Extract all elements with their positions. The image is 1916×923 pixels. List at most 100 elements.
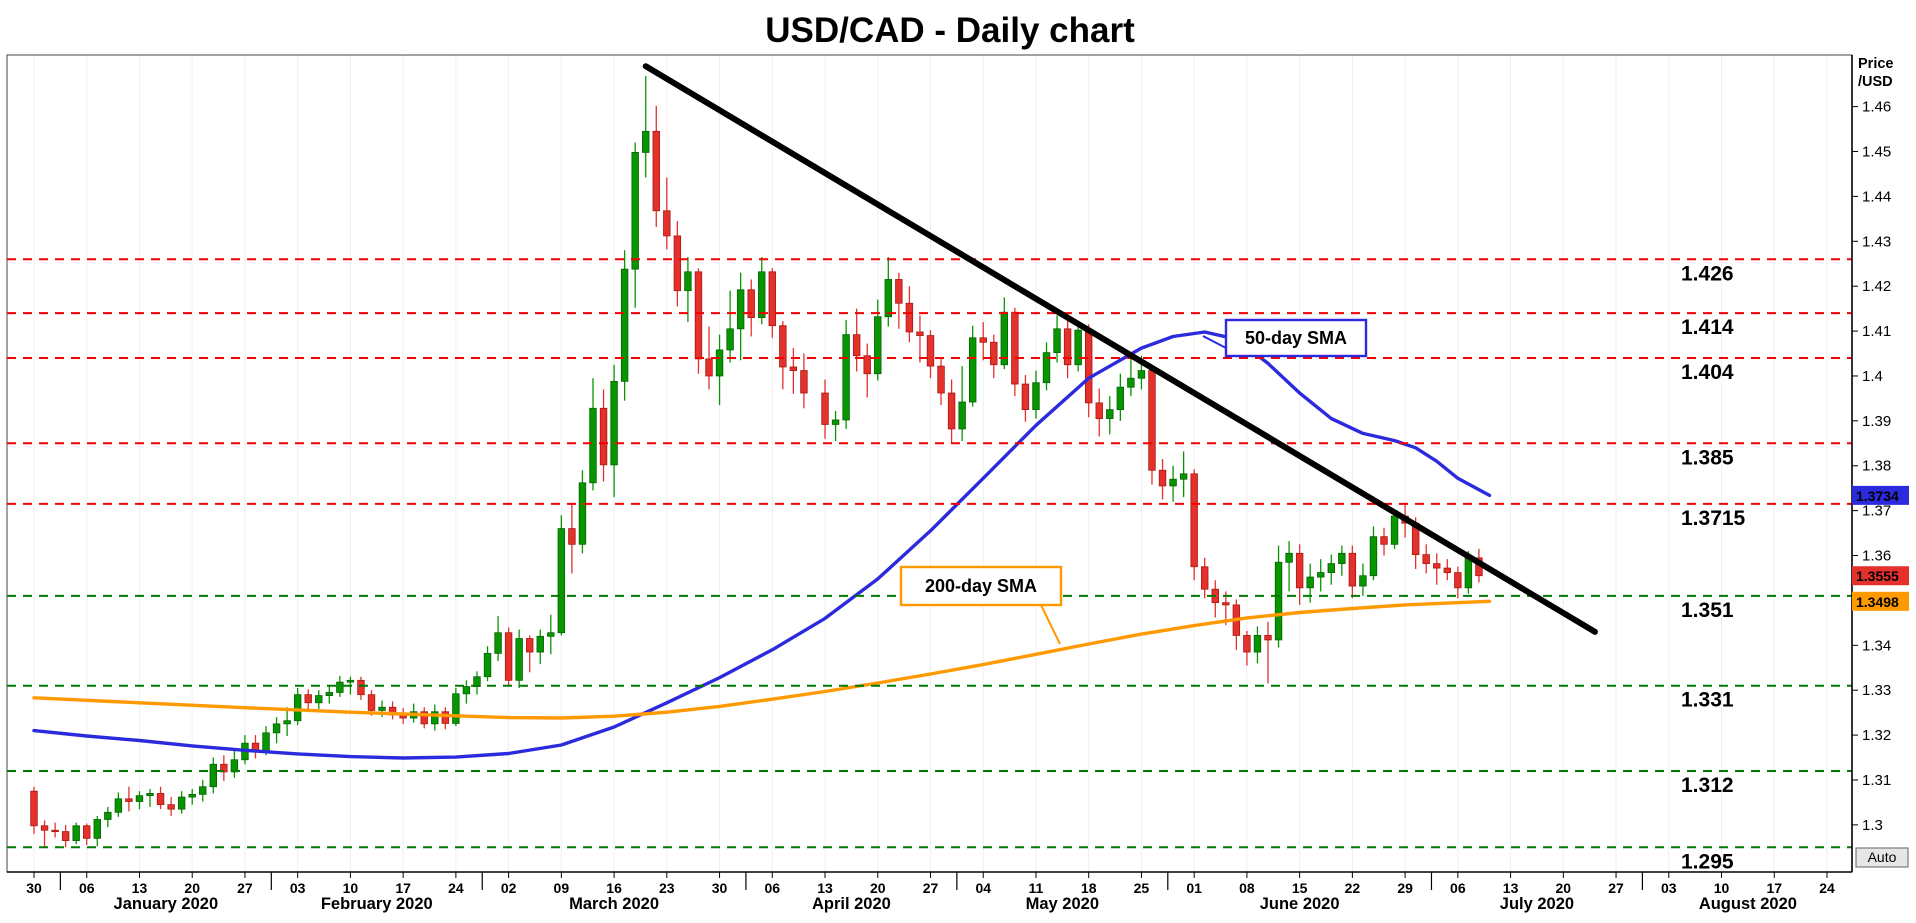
candle-body: [1201, 566, 1209, 590]
auto-scale-button-box[interactable]: [1855, 847, 1909, 868]
candle-body: [125, 798, 133, 802]
candle-body: [578, 482, 587, 545]
support-label: 1.295: [1681, 850, 1734, 873]
candle-body: [589, 407, 597, 484]
candle-body: [1190, 473, 1198, 568]
candle-body: [874, 316, 882, 375]
downtrend-line[interactable]: [642, 63, 1598, 635]
candle-body: [378, 706, 386, 711]
candle-body: [652, 130, 660, 212]
support-label: 1.351: [1681, 599, 1734, 622]
candle-body: [663, 210, 671, 237]
x-tick-label: 13: [817, 880, 833, 896]
y-axis: 1.46 1.45 1.44 1.43 1.42 1.41 1.4 1.39 1.38 1.37 1…: [1851, 55, 1891, 872]
candle-body: [1127, 377, 1135, 388]
resistance-label: 1.414: [1681, 316, 1734, 339]
candle-body: [315, 695, 323, 704]
y-tick-label: 1.31: [1862, 772, 1891, 789]
candle-body: [504, 632, 513, 681]
candle-body: [336, 681, 344, 693]
x-axis: 30 06 13 20 27 03 10 17 24 02 09 16 23 30 06 13 20 27 04 11…: [7, 871, 1852, 913]
candle-body: [1422, 554, 1430, 565]
candle-body: [1021, 383, 1030, 411]
auto-scale-button-label: Auto: [1868, 849, 1897, 865]
x-tick-label: 24: [1819, 880, 1835, 896]
candle-body: [135, 795, 144, 802]
candle-body: [156, 793, 165, 806]
plot-area[interactable]: 1.4261.4141.4041.3851.37151.3511.3311.31…: [6, 54, 1909, 913]
candle-body: [1264, 635, 1272, 641]
candle-body: [1116, 386, 1125, 411]
candle-body: [747, 289, 755, 319]
candle-body: [715, 349, 724, 377]
sma200-label: 200-day SMA: [925, 576, 1037, 596]
candle-body: [1253, 635, 1262, 653]
candle-body: [821, 392, 829, 425]
month-label: March 2020: [569, 895, 659, 913]
candle-body: [631, 152, 639, 270]
candle-body: [262, 732, 270, 752]
candle-body: [726, 328, 734, 351]
candle-body: [199, 786, 207, 795]
sma-lines: [32, 330, 1492, 760]
chart-title: USD/CAD - Daily chart: [765, 11, 1135, 50]
candle-body: [1348, 552, 1357, 587]
candle-body: [1158, 469, 1167, 487]
candle-body: [1327, 563, 1335, 573]
sma50-callout-line: [1202, 335, 1227, 349]
sma50-label-box[interactable]: [1224, 318, 1368, 358]
auto-scale-button[interactable]: Auto: [1855, 847, 1909, 868]
resistance-label: 1.3715: [1681, 507, 1746, 530]
y-tick-label: 1.44: [1862, 188, 1891, 205]
price-axis-title-line2: /USD: [1858, 74, 1893, 90]
y-tick-label: 1.4: [1862, 368, 1883, 385]
candle-body: [1306, 576, 1314, 589]
x-tick-label: 27: [1608, 880, 1624, 896]
candle-body: [114, 798, 123, 813]
x-tick-label: 10: [1714, 880, 1730, 896]
candle-body: [673, 235, 682, 292]
sma50-price-tag: [1852, 485, 1909, 505]
candle-body: [768, 271, 776, 327]
candle-body: [1464, 557, 1473, 589]
sma200-label-box[interactable]: [899, 565, 1063, 607]
candle-body: [863, 355, 871, 375]
sma200-price-tag: [1852, 591, 1909, 611]
candle-body: [1317, 572, 1325, 578]
candle-body: [610, 380, 618, 466]
x-tick-label: 30: [26, 880, 42, 896]
candle-body: [926, 335, 935, 367]
candle-body: [1222, 602, 1230, 606]
candle-body: [1274, 561, 1283, 641]
candle-body: [684, 271, 692, 292]
candle-body: [304, 694, 312, 704]
x-tick-label: 22: [1345, 880, 1361, 896]
candle-body: [272, 723, 281, 734]
candlesticks: [30, 76, 1483, 848]
last-price-tag: [1852, 566, 1909, 586]
candle-body: [146, 793, 154, 797]
price-tags: 1.3734 1.3555 1.3498: [1852, 485, 1909, 611]
candle-body: [93, 819, 101, 839]
resistance-label: 1.385: [1681, 446, 1734, 469]
y-tick-label: 1.45: [1862, 144, 1891, 161]
candle-body: [209, 763, 217, 788]
month-label: April 2020: [812, 895, 891, 913]
candle-body: [83, 825, 91, 839]
candle-body: [884, 279, 893, 318]
candle-body: [325, 692, 334, 696]
candle-body: [483, 652, 492, 678]
sma50-price-tag-value: 1.3734: [1856, 488, 1899, 504]
y-tick-label: 1.33: [1862, 682, 1891, 699]
y-tick-label: 1.37: [1862, 503, 1891, 520]
200-day-sma-line[interactable]: [32, 599, 1492, 720]
50-day-sma-line[interactable]: [32, 330, 1492, 760]
candle-body: [979, 337, 987, 343]
candle-body: [599, 407, 608, 466]
candle-body: [916, 331, 924, 336]
x-tick-label: 18: [1081, 880, 1097, 896]
candle-body: [1243, 635, 1251, 653]
candle-body: [515, 638, 523, 681]
y-tick-label: 1.39: [1862, 413, 1891, 430]
